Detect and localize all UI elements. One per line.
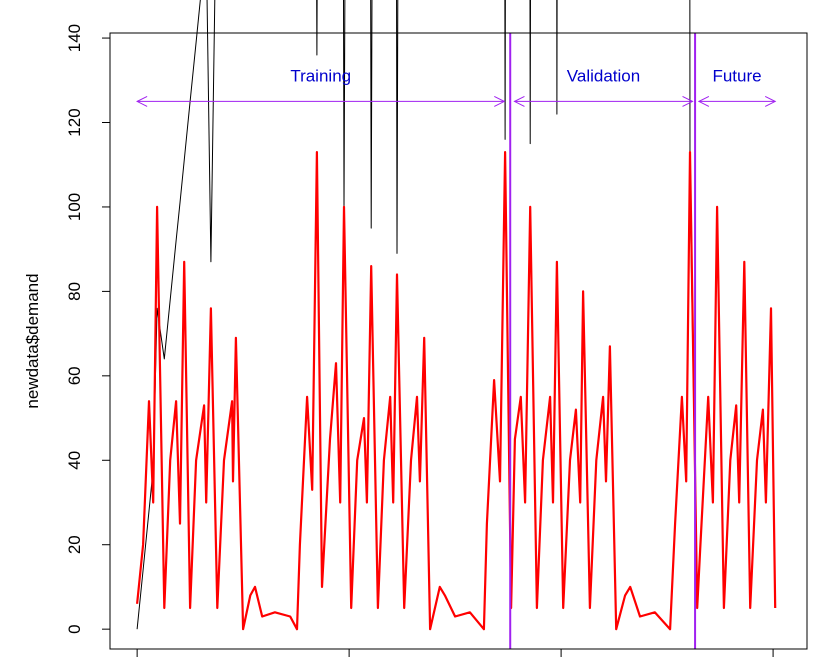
y-tick-label: 0 — [65, 624, 84, 633]
arrow-head — [697, 95, 710, 107]
arrow-head — [136, 95, 148, 107]
plot-frame — [109, 32, 808, 650]
annotation: Future — [712, 66, 761, 85]
y-tick-label: 80 — [65, 282, 84, 301]
y-tick-label: 20 — [65, 535, 84, 554]
annotation: Validation — [567, 66, 640, 85]
y-tick-label: 120 — [65, 108, 84, 136]
y-tick-label: 100 — [65, 193, 84, 221]
series-line — [136, 151, 777, 631]
annotation: Training — [290, 66, 351, 85]
y-tick-label: 40 — [65, 451, 84, 470]
arrow-head — [764, 95, 777, 107]
y-axis-label: newdata$demand — [23, 273, 42, 408]
arrow-head — [513, 95, 525, 107]
arrow-head — [682, 95, 694, 107]
y-tick-label: 60 — [65, 366, 84, 385]
arrow-head — [494, 95, 506, 107]
y-tick-label: 140 — [65, 24, 84, 52]
